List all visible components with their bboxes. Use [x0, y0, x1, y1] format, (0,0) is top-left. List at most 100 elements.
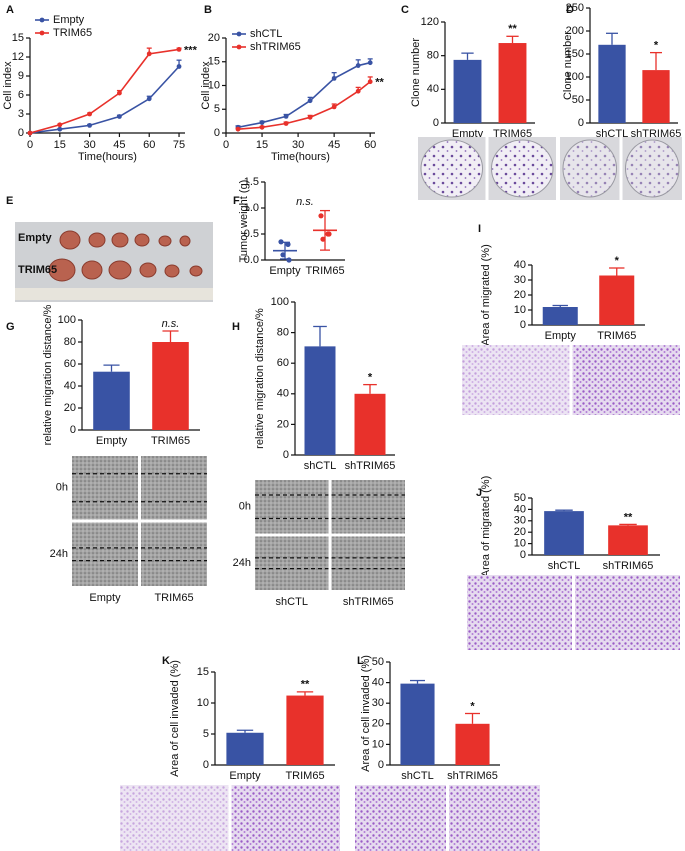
dish-photo: [491, 139, 554, 198]
y-tick-label: 40: [372, 677, 384, 689]
image-column-label: shTRIM65: [343, 596, 394, 608]
ruler: [15, 288, 213, 300]
y-axis-label: Cell index: [200, 61, 212, 110]
y-axis-label: Tumor weight (g): [238, 180, 250, 263]
y-tick-label: 120: [421, 16, 439, 28]
x-axis-label: Time(hours): [78, 151, 137, 163]
image-column-label: shCTL: [276, 596, 308, 608]
well-photo: [449, 785, 540, 851]
x-tick-label: 60: [364, 139, 376, 151]
y-tick-label: 40: [514, 503, 526, 515]
legend-marker: [39, 17, 45, 23]
x-tick-label: TRIM65: [305, 265, 344, 277]
bar: [226, 732, 264, 765]
y-tick-label: 0: [520, 549, 526, 561]
significance: **: [375, 77, 384, 89]
data-point: [176, 47, 182, 52]
y-tick-label: 15: [208, 56, 220, 68]
tumor: [179, 235, 191, 247]
data-point: [367, 79, 373, 85]
data-point: [87, 123, 93, 128]
y-tick-label: 20: [277, 418, 289, 430]
y-tick-label: 40: [277, 388, 289, 400]
y-tick-label: 1.0: [244, 202, 259, 214]
y-tick-label: 30: [514, 274, 526, 286]
y-tick-label: 0.5: [244, 228, 259, 240]
data-point: [331, 104, 337, 110]
significance: **: [301, 679, 310, 691]
series-line: [29, 48, 180, 134]
y-tick-label: 150: [566, 48, 584, 60]
y-tick-label: 0.0: [244, 254, 259, 266]
legend-label: Empty: [53, 14, 85, 26]
y-tick-label: 9: [18, 70, 24, 82]
bar: [93, 371, 130, 430]
y-tick-label: 12: [12, 51, 24, 63]
data-point: [283, 121, 289, 126]
y-tick-label: 0: [578, 117, 584, 129]
legend-label: shTRIM65: [250, 41, 301, 53]
significance: **: [508, 23, 517, 35]
well-photo: [572, 345, 680, 415]
y-tick-label: 5: [214, 103, 220, 115]
data-point: [318, 213, 324, 219]
y-tick-label: 80: [427, 50, 439, 62]
y-tick-label: 3: [18, 108, 24, 120]
data-point: [259, 120, 265, 125]
legend-marker: [236, 44, 242, 50]
y-tick-label: 200: [566, 25, 584, 37]
scratch-photo: [141, 522, 207, 586]
y-tick-label: 250: [566, 2, 584, 14]
data-point: [285, 241, 291, 247]
y-tick-label: 6: [18, 89, 24, 101]
y-axis-label: Area of cell invaded (%): [169, 660, 181, 777]
tumor: [164, 264, 180, 278]
x-tick-label: 0: [27, 139, 33, 151]
y-tick-label: 15: [12, 32, 24, 44]
y-tick-label: 30: [372, 697, 384, 709]
significance: *: [470, 700, 475, 712]
data-point: [87, 111, 93, 117]
data-point: [307, 98, 313, 104]
data-point: [326, 231, 332, 237]
x-tick-label: TRIM65: [597, 330, 636, 342]
panel-label: J: [476, 487, 482, 499]
tumor: [189, 265, 203, 277]
y-axis-label: Clone number: [562, 31, 574, 100]
data-point: [146, 51, 152, 57]
y-tick-label: 10: [197, 697, 209, 709]
bar: [598, 44, 626, 123]
y-axis-label: Area of migrated (%): [480, 244, 492, 345]
dish-photo: [625, 139, 680, 198]
x-tick-label: shCTL: [548, 560, 580, 572]
significance: n.s.: [162, 318, 180, 330]
tumor: [59, 230, 81, 250]
y-tick-label: 20: [514, 526, 526, 538]
bar: [453, 59, 482, 123]
data-point: [355, 63, 361, 68]
well-photo: [355, 785, 446, 851]
data-point: [117, 90, 122, 96]
y-tick-label: 100: [58, 314, 76, 326]
x-tick-label: shTRIM65: [631, 128, 682, 140]
y-axis-label: Cell index: [2, 61, 14, 110]
panel-label: A: [6, 4, 14, 16]
data-point: [278, 239, 284, 245]
bar: [542, 307, 578, 325]
significance: *: [654, 40, 659, 52]
scratch-photo: [255, 480, 329, 534]
x-tick-label: 15: [54, 139, 66, 151]
x-tick-label: Empty: [545, 330, 577, 342]
bar: [544, 511, 584, 555]
image-column-label: Empty: [89, 592, 121, 604]
panel-label: H: [232, 321, 240, 333]
x-tick-label: Empty: [452, 128, 484, 140]
y-tick-label: 20: [64, 402, 76, 414]
bar: [286, 695, 324, 765]
x-tick-label: 15: [256, 139, 268, 151]
dish-photo: [562, 139, 617, 198]
y-tick-label: 80: [277, 327, 289, 339]
legend-label: shCTL: [250, 28, 282, 40]
tumor: [111, 232, 129, 248]
bar: [304, 346, 336, 455]
